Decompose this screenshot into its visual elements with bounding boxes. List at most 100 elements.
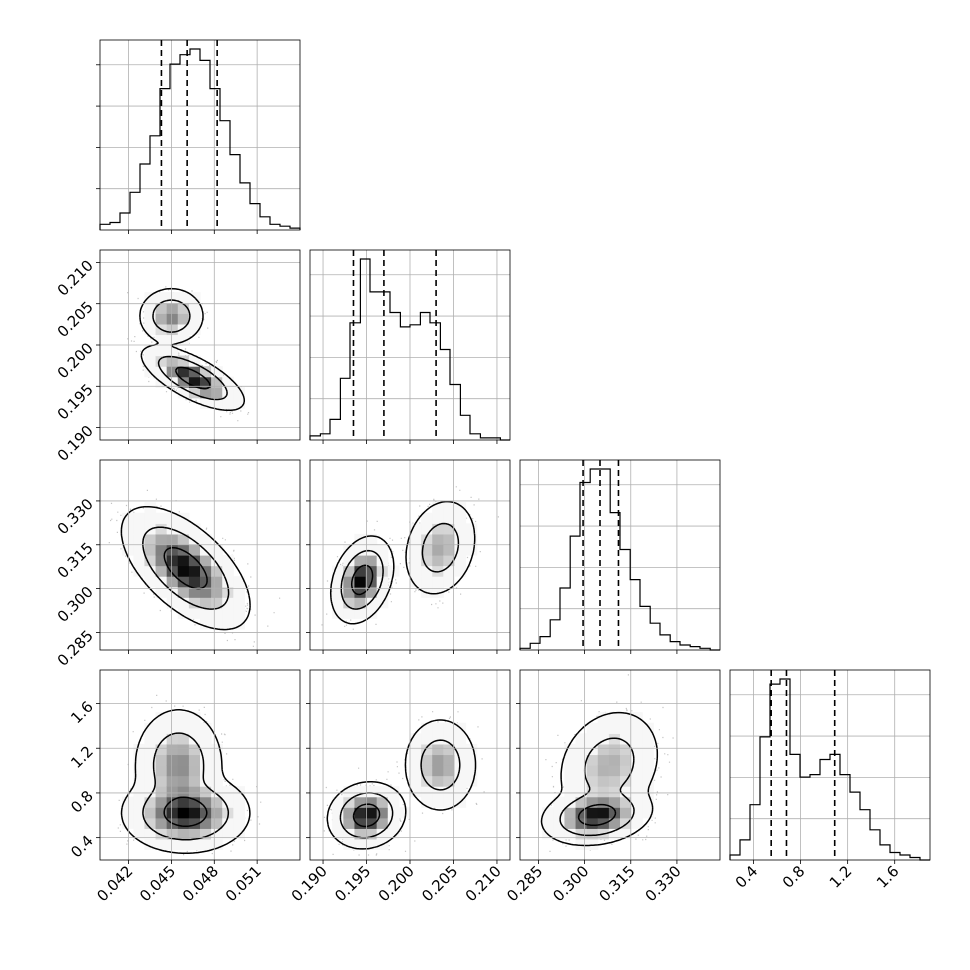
density-cell [620,733,632,745]
density-cell [200,828,212,840]
density-cell [200,376,212,388]
contour-line [120,505,251,631]
density-cell [564,796,577,808]
contour-line [540,711,659,847]
density-cell [133,544,146,556]
density-cell [211,597,223,609]
density-cell [410,576,422,588]
density-cell [465,533,478,546]
density-cell [177,292,190,304]
density-cell [211,775,223,787]
density-cell [421,523,433,535]
density-cell [432,743,444,756]
density-cell [144,512,157,524]
density-cell [332,828,344,840]
density-cell [564,807,577,819]
panel-density [323,711,485,856]
density-cell [188,796,201,808]
density-cell [222,828,234,840]
density-cell [343,576,356,588]
density-cell [177,775,190,787]
density-cell [575,828,588,840]
density-cell [586,828,599,840]
x-tick-label: 0.300 [549,862,592,905]
density-cell [354,817,367,829]
density-cell [233,618,246,630]
density-cell [133,807,146,819]
density-cell [586,786,599,798]
density-cell [354,807,367,819]
density-cell [144,807,157,819]
density-cell [211,565,223,577]
panel-density [108,489,281,647]
density-cell [597,722,610,734]
density-cell [410,544,422,556]
density-cell [177,576,190,588]
density-cell [575,775,588,787]
density-cell [608,817,621,829]
density-cell [332,796,344,808]
density-cell [553,828,566,840]
histogram-step [729,678,930,861]
density-cell [222,597,234,609]
x-tick-label: 1.2 [826,862,856,892]
density-cell [586,775,599,787]
density-cell [575,765,588,777]
density-cell [553,817,566,829]
density-cell [188,733,201,745]
density-cell [365,555,378,567]
density-cell [642,807,654,819]
density-cell [421,565,433,577]
density-cell [233,807,246,819]
density-cell [376,586,389,598]
density-cell [354,576,367,588]
density-cell [376,576,389,588]
density-cell [354,828,367,840]
density-cell [166,345,179,357]
y-tick-label: 0.300 [54,583,97,626]
panel-density [321,486,499,630]
density-cell [155,313,168,325]
density-cell [608,712,621,724]
contour-line [559,737,635,837]
histogram-step [519,468,720,651]
x-tick-label: 0.315 [596,862,639,905]
y-tick-label: 1.6 [67,698,97,728]
density-cell [177,607,190,619]
density-cell [188,355,201,367]
density-cell [365,807,378,819]
density-cell [620,743,632,756]
density-cell [597,754,610,766]
density-cell [432,533,444,546]
density-cell [211,387,223,399]
density-cell [454,786,467,798]
density-cell [122,512,134,524]
density-cell [443,775,456,787]
density-cell [597,733,610,745]
density-cell [166,313,179,325]
density-cell [365,828,378,840]
density-cell [155,775,168,787]
density-cell [211,544,223,556]
density-cell [376,828,389,840]
density-cell [200,722,212,734]
density-cell [387,828,400,840]
density-cell [211,828,223,840]
density-cell [200,555,212,567]
density-cell [188,597,201,609]
density-cell [620,754,632,766]
density-cell [155,334,168,346]
density-cell [631,817,643,829]
density-cell [200,618,212,630]
density-cell [410,555,422,567]
x-tick-label: 0.205 [418,862,461,905]
density-cell [177,302,190,314]
density-cell [376,544,389,556]
density-cell [211,607,223,619]
density-cell [354,607,367,619]
density-cell [222,618,234,630]
density-cell [343,544,356,556]
density-cell [454,775,467,787]
y-tick-label: 1.2 [67,742,97,772]
density-cell [144,754,157,766]
